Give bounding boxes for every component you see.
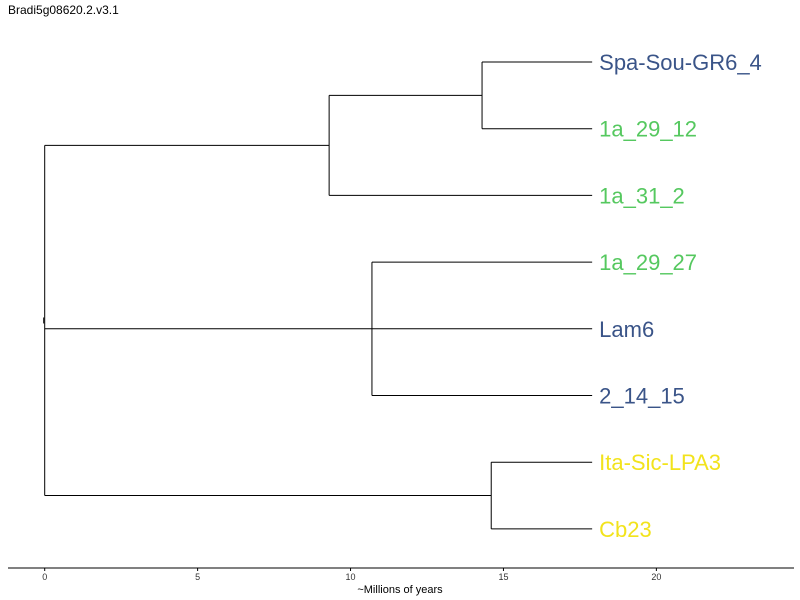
axis-label: ~Millions of years xyxy=(357,584,443,596)
axis-tick-label: 15 xyxy=(498,572,508,582)
leaf-label: 1a_29_12 xyxy=(599,117,697,142)
axis-tick-label: 5 xyxy=(195,572,200,582)
leaf-label: Spa-Sou-GR6_4 xyxy=(599,50,762,75)
leaf-label: Cb23 xyxy=(599,517,652,542)
leaf-label: 1a_29_27 xyxy=(599,250,697,275)
page-title: Bradi5g08620.2.v3.1 xyxy=(8,3,119,17)
axis-tick-label: 10 xyxy=(346,572,356,582)
leaf-label: 2_14_15 xyxy=(599,384,685,409)
leaf-label: 1a_31_2 xyxy=(599,183,685,208)
time-axis: 0 5 10 15 20 ~Millions of years xyxy=(8,567,794,596)
leaf-label: Ita-Sic-LPA3 xyxy=(599,450,721,475)
axis-ticks: 0 5 10 15 20 xyxy=(42,568,661,582)
axis-tick-label: 0 xyxy=(42,572,47,582)
leaf-labels: Spa-Sou-GR6_4 1a_29_12 1a_31_2 1a_29_27 Lam6… xyxy=(599,50,762,542)
tree-branches xyxy=(43,61,593,530)
axis-tick-label: 20 xyxy=(651,572,661,582)
leaf-label: Lam6 xyxy=(599,317,654,342)
